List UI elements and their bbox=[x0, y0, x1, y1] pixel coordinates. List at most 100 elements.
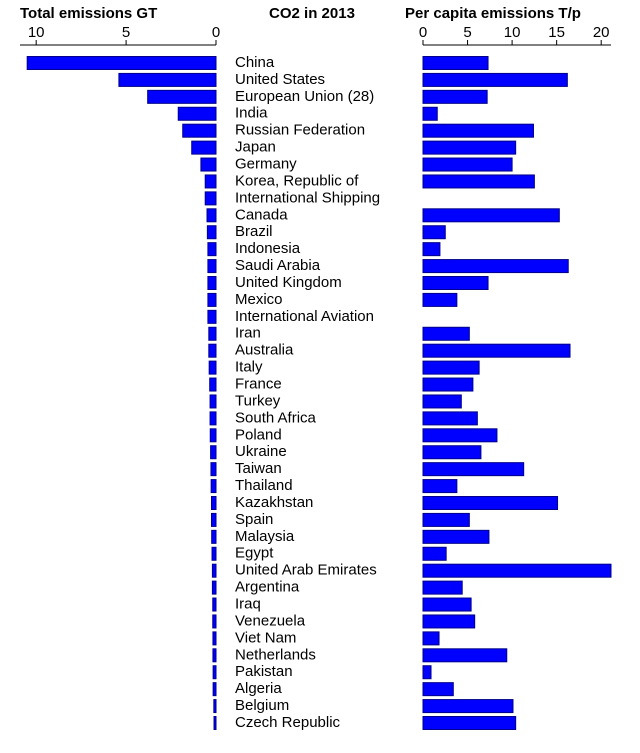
category-label: Pakistan bbox=[235, 663, 293, 680]
bar bbox=[209, 428, 217, 443]
bar bbox=[211, 563, 217, 578]
category-label: Russian Federation bbox=[235, 122, 365, 139]
bar bbox=[212, 614, 217, 629]
bar bbox=[422, 242, 441, 257]
bar bbox=[422, 106, 438, 121]
bar bbox=[208, 360, 217, 375]
bar bbox=[422, 479, 458, 494]
bar bbox=[213, 699, 217, 714]
category-label: European Union (28) bbox=[235, 88, 374, 105]
bar bbox=[422, 462, 525, 477]
category-label: International Aviation bbox=[235, 308, 374, 325]
bar bbox=[422, 512, 470, 527]
bar bbox=[422, 360, 480, 375]
category-label: Saudi Arabia bbox=[235, 257, 321, 274]
bar bbox=[209, 394, 217, 409]
bar bbox=[422, 276, 489, 290]
category-label: Venezuela bbox=[235, 612, 306, 629]
bar bbox=[422, 377, 474, 392]
category-label: Canada bbox=[235, 206, 288, 223]
bar bbox=[210, 462, 217, 477]
category-label: Argentina bbox=[235, 579, 300, 596]
bar bbox=[212, 631, 217, 646]
bar bbox=[207, 276, 217, 290]
bar bbox=[213, 716, 217, 730]
bar bbox=[208, 326, 217, 341]
bar bbox=[191, 140, 217, 155]
bar bbox=[207, 242, 217, 257]
category-label: International Shipping bbox=[235, 189, 380, 206]
bar bbox=[422, 72, 568, 87]
bar bbox=[422, 259, 569, 274]
category-label: Kazakhstan bbox=[235, 494, 313, 511]
category-label: Thailand bbox=[235, 477, 293, 494]
bar bbox=[211, 546, 217, 561]
bar bbox=[204, 191, 217, 206]
category-label: Malaysia bbox=[235, 528, 295, 545]
bar bbox=[26, 56, 217, 70]
bar bbox=[422, 597, 472, 612]
x-tick-label: 0 bbox=[212, 24, 220, 41]
category-label: Japan bbox=[235, 139, 276, 156]
bar bbox=[422, 343, 571, 358]
bar bbox=[422, 394, 462, 409]
category-label: Spain bbox=[235, 511, 273, 528]
bar bbox=[422, 699, 514, 714]
bar bbox=[422, 529, 490, 544]
bar bbox=[211, 529, 217, 544]
category-label: Czech Republic bbox=[235, 714, 341, 731]
category-label: Iran bbox=[235, 325, 261, 342]
category-label: Egypt bbox=[235, 545, 274, 562]
category-label: Australia bbox=[235, 342, 294, 359]
x-tick-label: 15 bbox=[548, 24, 565, 41]
category-label: Netherlands bbox=[235, 646, 316, 663]
bar bbox=[422, 648, 508, 663]
bar bbox=[422, 631, 440, 646]
category-label: Viet Nam bbox=[235, 629, 296, 646]
x-tick-label: 10 bbox=[28, 24, 45, 41]
bar bbox=[422, 208, 560, 223]
bar bbox=[422, 445, 482, 460]
bar bbox=[177, 106, 217, 121]
bar bbox=[206, 225, 217, 240]
bar bbox=[422, 580, 463, 595]
x-tick-label: 20 bbox=[593, 24, 610, 41]
bar bbox=[211, 580, 217, 595]
x-tick-label: 0 bbox=[419, 24, 427, 41]
bar bbox=[211, 512, 217, 527]
category-label: South Africa bbox=[235, 409, 317, 426]
panel-title: Total emissions GT bbox=[20, 5, 157, 22]
category-label: Italy bbox=[235, 359, 263, 376]
category-label: Indonesia bbox=[235, 240, 301, 257]
category-label: Brazil bbox=[235, 223, 273, 240]
bar bbox=[207, 259, 217, 274]
category-label: United Arab Emirates bbox=[235, 562, 377, 579]
bar bbox=[422, 89, 488, 104]
bar bbox=[422, 665, 432, 680]
bar bbox=[422, 614, 476, 629]
category-label: Mexico bbox=[235, 291, 283, 308]
bar bbox=[200, 157, 217, 172]
bar bbox=[422, 682, 454, 697]
bar bbox=[422, 546, 447, 561]
category-label: France bbox=[235, 376, 282, 393]
bar bbox=[207, 309, 217, 324]
bar bbox=[422, 496, 559, 510]
bar bbox=[211, 496, 217, 510]
bar bbox=[210, 479, 217, 494]
category-label: Turkey bbox=[235, 392, 281, 409]
category-label: Taiwan bbox=[235, 460, 282, 477]
bar bbox=[207, 292, 217, 307]
bar bbox=[212, 665, 217, 680]
bar bbox=[204, 174, 217, 189]
bar bbox=[209, 411, 217, 426]
x-tick-label: 5 bbox=[122, 24, 130, 41]
category-label: India bbox=[235, 105, 268, 122]
bar bbox=[209, 377, 217, 392]
category-label: China bbox=[235, 54, 275, 71]
bar bbox=[422, 174, 535, 189]
bar bbox=[422, 428, 498, 443]
category-label: Germany bbox=[235, 156, 297, 173]
bar bbox=[422, 123, 534, 138]
